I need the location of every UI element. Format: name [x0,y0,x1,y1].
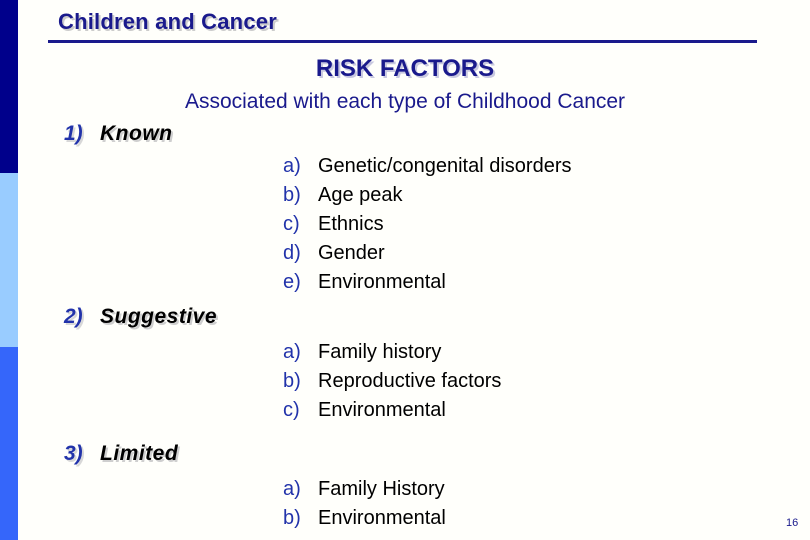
left-accent-bar [0,0,18,540]
item-marker: c) [283,213,300,235]
item-marker: e) [283,271,301,293]
title-underline [48,40,757,43]
item-marker: b) [283,184,301,206]
item-text: Family History [318,478,445,500]
list-item: e) Environmental [0,268,810,297]
item-marker: d) [283,242,301,264]
suggestive-list: a) Family history b) Reproductive factors … [0,338,810,425]
item-text: Genetic/congenital disorders [318,155,572,177]
section-title: Known [100,122,173,145]
known-list: a) Genetic/congenital disorders b) Age pea… [0,152,810,297]
list-item: b) Age peak [0,181,810,210]
section-title: Limited [100,442,179,465]
item-text: Age peak [318,184,403,206]
list-item: c) Ethnics [0,210,810,239]
item-text: Environmental [318,399,446,421]
list-item: d) Gender [0,239,810,268]
item-text: Reproductive factors [318,370,502,392]
item-marker: b) [283,507,301,529]
list-item: a) Genetic/congenital disorders [0,152,810,181]
list-item: c) Environmental [0,396,810,425]
item-marker: b) [283,370,301,392]
item-marker: a) [283,155,301,177]
section-heading-suggestive: 2) Suggestive [64,305,217,329]
section-heading-limited: 3) Limited [64,442,178,466]
section-number: 2) [64,305,83,328]
slide-title: Children and Cancer [58,9,277,34]
accent-bar-segment-lightblue [0,173,18,347]
sub-heading: Associated with each type of Childhood C… [184,90,626,113]
list-item: a) Family history [0,338,810,367]
accent-bar-segment-royalblue [0,347,18,540]
section-heading-known: 1) Known [64,122,172,146]
item-text: Environmental [318,507,446,529]
item-text: Family history [318,341,442,363]
section-title: Suggestive [100,305,218,328]
list-item: b) Reproductive factors [0,367,810,396]
item-marker: a) [283,341,301,363]
section-number: 1) [64,122,83,145]
accent-bar-segment-navy [0,0,18,173]
section-number: 3) [64,442,83,465]
page-number: 16 [786,517,799,529]
list-item: b) Environmental [0,504,810,533]
item-text: Ethnics [318,213,384,235]
item-text: Environmental [318,271,446,293]
main-heading: RISK FACTORS [315,55,495,82]
limited-list: a) Family History b) Environmental [0,475,810,533]
item-marker: c) [283,399,300,421]
list-item: a) Family History [0,475,810,504]
item-text: Gender [318,242,385,264]
item-marker: a) [283,478,301,500]
